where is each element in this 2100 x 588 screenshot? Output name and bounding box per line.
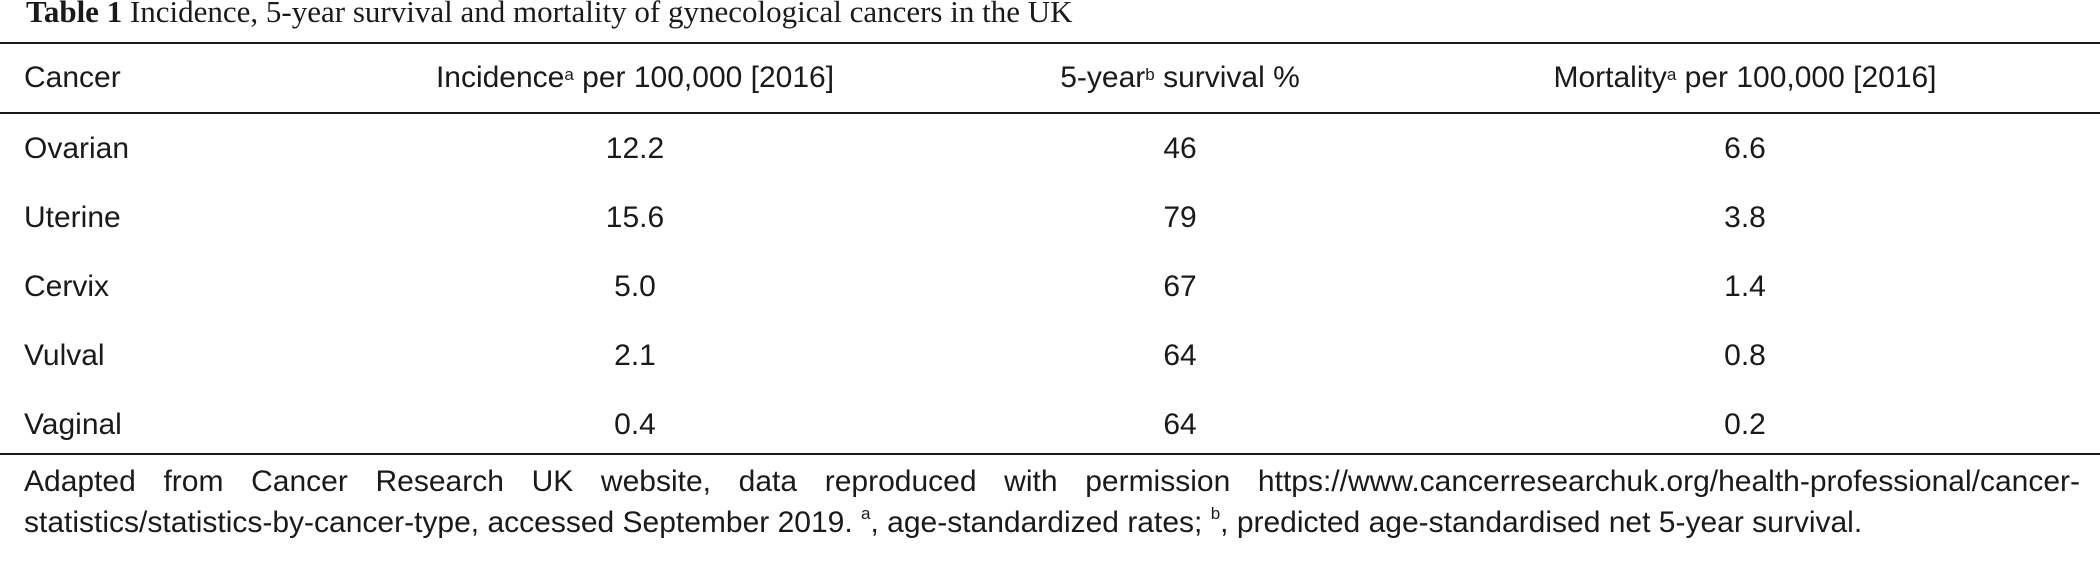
header-survival-suffix: survival % — [1154, 61, 1300, 94]
footnote-note-a: , age-standardized rates; — [870, 506, 1211, 539]
cell-incidence: 12.2 — [605, 131, 665, 165]
table-row: Vulval 2.1 64 0.8 — [0, 321, 2100, 390]
cell-survival: 79 — [1163, 200, 1197, 234]
header-incidence-suffix: per 100,000 [2016] — [573, 61, 835, 94]
cell-survival: 64 — [1163, 338, 1197, 372]
table-row: Ovarian 12.2 46 6.6 — [0, 114, 2100, 183]
cell-mortality: 0.8 — [1724, 338, 1766, 372]
cell-cancer: Cervix — [24, 269, 110, 303]
cell-incidence: 5.0 — [614, 269, 656, 303]
cell-survival: 46 — [1163, 131, 1197, 165]
footnote-source: Adapted from Cancer Research UK website,… — [24, 465, 2080, 539]
table-title: Incidence, 5-year survival and mortality… — [129, 0, 1073, 29]
bottom-rule — [0, 453, 2100, 455]
table-label: Table 1 — [26, 0, 123, 29]
cell-mortality: 3.8 — [1724, 200, 1766, 234]
header-survival: 5-year b survival % — [1060, 61, 1300, 94]
cell-mortality: 1.4 — [1724, 269, 1766, 303]
header-survival-text: 5-year — [1060, 61, 1146, 94]
table-row: Uterine 15.6 79 3.8 — [0, 183, 2100, 252]
cell-mortality: 0.2 — [1724, 407, 1766, 441]
header-cancer: Cancer — [24, 44, 121, 112]
table-row: Cervix 5.0 67 1.4 — [0, 252, 2100, 321]
footnote-note-b: , predicted age-standardised net 5-year … — [1220, 506, 1863, 539]
header-rule — [0, 112, 2100, 114]
header-incidence-text: Incidence — [435, 61, 565, 94]
header-incidence: Incidence a per 100,000 [2016] — [435, 61, 835, 94]
header-cancer-text: Cancer — [24, 61, 121, 94]
header-mortality: Mortality a per 100,000 [2016] — [1553, 61, 1937, 94]
header-mortality-text: Mortality — [1553, 61, 1667, 94]
cell-survival: 64 — [1163, 407, 1197, 441]
table-caption: Table 1 Incidence, 5-year survival and m… — [26, 0, 1073, 30]
cell-incidence: 15.6 — [605, 200, 665, 234]
footnote-sup-a: a — [861, 504, 871, 523]
footnote-sup-b: b — [1210, 504, 1221, 523]
cell-mortality: 6.6 — [1724, 131, 1766, 165]
table-header-row: Cancer Incidence a per 100,000 [2016] 5-y… — [0, 44, 2100, 112]
cell-cancer: Vulval — [24, 338, 105, 372]
top-rule — [0, 42, 2100, 44]
cell-cancer: Ovarian — [24, 131, 130, 165]
cell-incidence: 0.4 — [614, 407, 656, 441]
cell-incidence: 2.1 — [614, 338, 656, 372]
header-mortality-suffix: per 100,000 [2016] — [1676, 61, 1937, 94]
table-footnote: Adapted from Cancer Research UK website,… — [24, 461, 2080, 543]
table-row: Vaginal 0.4 64 0.2 — [0, 390, 2100, 459]
cell-cancer: Vaginal — [24, 407, 122, 441]
cell-survival: 67 — [1163, 269, 1197, 303]
cell-cancer: Uterine — [24, 200, 121, 234]
data-table: Cancer Incidence a per 100,000 [2016] 5-y… — [0, 44, 2100, 459]
